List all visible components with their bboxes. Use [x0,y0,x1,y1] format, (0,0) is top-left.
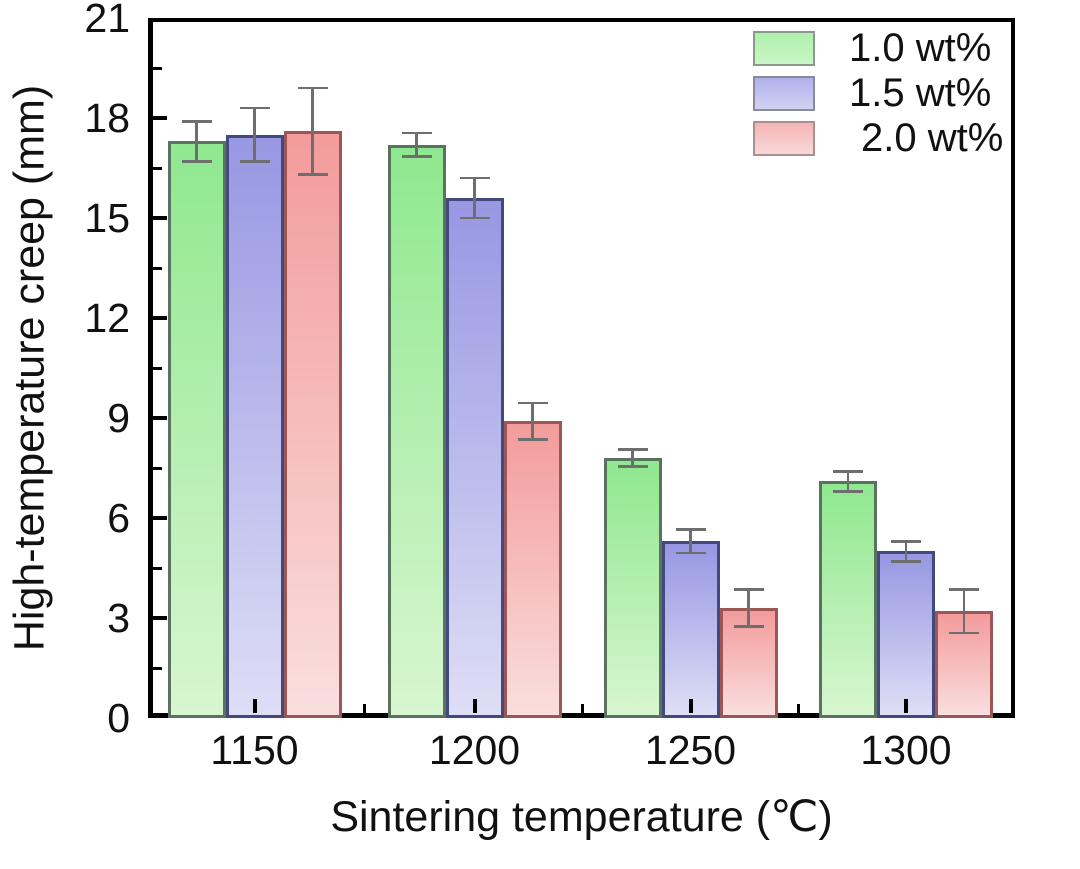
y-tick-label-21: 21 [84,0,130,41]
legend-item-2.0wt%: 2.0 wt% [753,114,1003,162]
y-tick-label-3: 3 [107,595,130,641]
error-cap-top [459,176,490,180]
x-minor-tick [796,704,800,713]
legend-label: 2.0 wt% [861,116,1004,160]
error-cap-bottom [733,625,764,628]
x-axis-line [148,713,1015,718]
legend-item-1.5wt%: 1.5 wt% [753,69,991,117]
y-major-tick [153,116,167,120]
error-cap-bottom [617,465,648,468]
y-axis-line [148,18,153,718]
y-major-tick [153,516,167,520]
y-major-tick [153,216,167,220]
error-bar-1.5wt%-1300 [904,541,908,562]
y-tick-label-12: 12 [84,295,130,341]
error-cap-bottom [239,160,270,163]
error-cap-bottom [891,560,921,563]
y-tick-label-15: 15 [84,195,130,241]
error-bar-1.0wt%-1150 [195,121,198,162]
error-cap-bottom [517,438,548,441]
y-minor-tick [153,166,162,170]
x-major-tick [904,699,908,713]
error-cap-bottom [949,631,979,635]
y-minor-tick [153,466,162,470]
y-minor-tick [153,66,162,70]
y-minor-tick [153,266,162,270]
bar-1.0wt%-1150 [167,141,226,718]
bar-1.0wt%-1250 [603,458,662,718]
bar-2.0wt%-1250 [719,608,778,718]
error-cap-bottom [297,173,328,176]
y-tick-label-18: 18 [84,95,130,141]
error-bar-1.5wt%-1250 [689,529,692,553]
error-bar-2.0wt%-1200 [531,403,534,440]
error-cap-top [517,401,548,405]
bar-1.0wt%-1200 [387,144,446,718]
error-bar-1.5wt%-1200 [473,178,476,218]
error-cap-bottom [459,216,490,220]
error-cap-top [297,86,328,90]
error-cap-top [181,120,212,123]
x-major-tick [252,699,257,713]
bar-1.5wt%-1300 [877,551,935,718]
error-bar-1.0wt%-1250 [631,449,634,467]
error-cap-top [891,540,921,543]
x-axis-title: Sintering temperature (℃) [330,793,833,841]
y-major-tick [153,316,167,320]
legend-swatch-1.5wt% [753,75,815,111]
error-bar-1.0wt%-1200 [415,133,418,157]
error-cap-top [617,448,648,451]
bar-1.0wt%-1300 [819,481,877,718]
error-bar-2.0wt%-1250 [747,589,750,627]
x-tick-label-1150: 1150 [210,727,299,773]
x-tick-label-1200: 1200 [428,727,521,773]
x-major-tick [472,699,477,713]
right-frame-line [1011,18,1015,718]
error-cap-top [239,106,270,110]
error-bar-1.5wt%-1150 [253,108,256,162]
legend-label: 1.0 wt% [849,26,992,70]
error-cap-bottom [833,490,863,493]
error-bar-2.0wt%-1150 [311,88,314,175]
bar-1.5wt%-1200 [445,198,504,718]
x-tick-label-1300: 1300 [860,727,952,773]
y-major-tick [153,416,167,420]
y-minor-tick [153,366,162,370]
bar-1.5wt%-1250 [661,541,720,718]
y-axis-title: High-temperature creep (mm) [5,84,54,652]
error-cap-top [949,588,979,591]
legend-label: 1.5 wt% [849,71,992,115]
y-tick-label-0: 0 [107,695,130,741]
plot-area: 1.0 wt% 1.5 wt% 2.0 wt% [148,18,1015,718]
top-frame-line [148,18,1015,22]
bar-1.5wt%-1150 [225,134,284,718]
y-minor-tick [153,666,162,670]
y-tick-label-6: 6 [107,495,130,541]
legend-item-1.0wt%: 1.0 wt% [753,24,991,72]
error-cap-bottom [401,155,432,158]
x-tick-label-1250: 1250 [644,727,737,773]
error-cap-top [833,470,863,473]
error-cap-bottom [675,551,706,555]
error-cap-top [401,131,432,135]
bar-2.0wt%-1200 [503,421,562,718]
y-minor-tick [153,566,162,570]
y-tick-label-9: 9 [107,395,130,441]
x-minor-tick [363,704,366,713]
bar-2.0wt%-1150 [283,131,342,718]
error-bar-2.0wt%-1300 [962,589,966,633]
error-cap-top [733,588,764,591]
x-minor-tick [581,704,584,713]
legend-swatch-1.0wt% [753,30,815,66]
error-bar-1.0wt%-1300 [846,471,850,492]
x-major-tick [688,699,693,713]
error-cap-bottom [181,160,212,163]
error-cap-top [675,528,706,531]
y-major-tick [153,616,167,620]
legend-swatch-2.0wt% [753,120,815,156]
